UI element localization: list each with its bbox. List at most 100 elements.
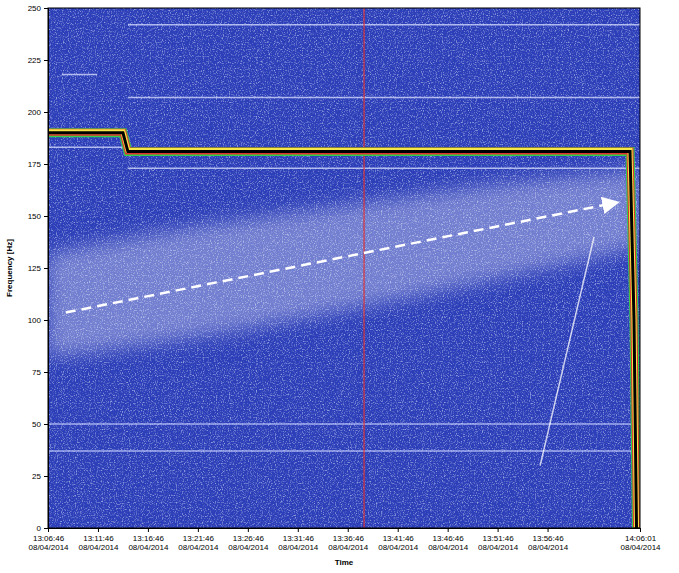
y-tick-label: 75	[32, 368, 41, 377]
x-tick-label-line: 13:06:46	[33, 534, 65, 543]
y-axis-line	[44, 9, 49, 529]
y-tick-label: 0	[37, 524, 42, 533]
x-tick-label-line: 14:06:01	[625, 534, 657, 543]
x-tick-mark	[48, 528, 49, 532]
chart: 025507510012515017520022525013:06:4608/0…	[0, 0, 679, 573]
frequency-line	[48, 423, 640, 425]
y-tick: 50	[32, 420, 48, 429]
x-tick-label-line: 08/04/2014	[228, 543, 269, 552]
x-tick-label-line: 13:31:46	[283, 534, 315, 543]
plot-area	[48, 8, 640, 528]
y-tick-mark	[44, 424, 48, 425]
y-tick-label: 200	[28, 108, 42, 117]
x-tick-label-line: 13:41:46	[383, 534, 415, 543]
y-tick-mark	[44, 112, 48, 113]
x-tick-label: 13:11:4608/04/2014	[78, 534, 119, 552]
frequency-line	[363, 8, 365, 528]
x-tick-label: 13:41:4608/04/2014	[378, 534, 419, 552]
x-tick: 13:41:4608/04/2014	[378, 528, 419, 552]
frequency-line	[62, 74, 97, 76]
y-tick-mark	[44, 216, 48, 217]
x-tick-label: 14:06:0108/04/2014	[620, 534, 661, 552]
x-tick-label-line: 13:36:46	[333, 534, 365, 543]
x-tick-label: 13:31:4608/04/2014	[278, 534, 319, 552]
x-tick-label: 13:46:4608/04/2014	[428, 534, 469, 552]
y-tick-mark	[44, 372, 48, 373]
frequency-line	[48, 147, 128, 149]
line-halo	[48, 133, 637, 528]
frequency-line	[128, 24, 640, 26]
x-tick-label: 13:16:4608/04/2014	[128, 534, 169, 552]
x-tick: 13:21:4608/04/2014	[178, 528, 219, 552]
y-tick-mark	[44, 8, 48, 9]
frequency-line	[128, 167, 640, 169]
x-axis-title: Time	[335, 558, 354, 567]
y-tick: 25	[32, 472, 48, 481]
x-tick-label-line: 08/04/2014	[278, 543, 319, 552]
x-tick-label-line: 13:26:46	[233, 534, 265, 543]
y-tick: 100	[28, 316, 48, 325]
y-tick-label: 150	[28, 212, 42, 221]
x-tick: 13:26:4608/04/2014	[228, 528, 269, 552]
plot-frame	[48, 8, 640, 528]
x-tick-label-line: 13:56:46	[533, 534, 565, 543]
x-tick-label: 13:06:4608/04/2014	[28, 534, 69, 552]
y-tick-mark	[44, 268, 48, 269]
x-tick-label-line: 08/04/2014	[128, 543, 169, 552]
y-tick-label: 175	[28, 160, 42, 169]
y-tick-mark	[44, 320, 48, 321]
x-tick-label-line: 08/04/2014	[178, 543, 219, 552]
x-tick-mark	[448, 528, 449, 532]
energy-band	[48, 170, 640, 357]
noise-texture	[48, 8, 640, 528]
plot-background	[48, 8, 640, 528]
x-tick-label-line: 13:46:46	[433, 534, 465, 543]
x-tick-mark	[640, 528, 641, 532]
x-tick-label-line: 08/04/2014	[478, 543, 519, 552]
x-tick-label: 13:21:4608/04/2014	[178, 534, 219, 552]
y-tick-mark	[44, 60, 48, 61]
y-tick: 75	[32, 368, 48, 377]
y-tick: 250	[28, 4, 48, 13]
frequency-line	[128, 97, 640, 99]
x-axis: 13:06:4608/04/201413:11:4608/04/201413:1…	[28, 528, 661, 552]
x-tick-label: 13:36:4608/04/2014	[328, 534, 369, 552]
x-tick-mark	[548, 528, 549, 532]
y-tick-label: 225	[28, 56, 42, 65]
x-tick-label-line: 08/04/2014	[528, 543, 569, 552]
x-tick: 13:16:4608/04/2014	[128, 528, 169, 552]
x-axis-line	[49, 529, 641, 533]
y-tick-label: 50	[32, 420, 41, 429]
x-tick-label-line: 08/04/2014	[28, 543, 69, 552]
x-tick-label: 13:51:4608/04/2014	[478, 534, 519, 552]
y-tick: 150	[28, 212, 48, 221]
x-tick-label-line: 08/04/2014	[428, 543, 469, 552]
x-tick-label-line: 08/04/2014	[620, 543, 661, 552]
x-tick-label-line: 13:11:46	[83, 534, 114, 543]
y-tick-label: 250	[28, 4, 42, 13]
frequency-line	[540, 237, 594, 466]
y-tick-label: 25	[32, 472, 41, 481]
y-tick-mark	[44, 528, 48, 529]
x-tick: 13:31:4608/04/2014	[278, 528, 319, 552]
x-tick: 13:36:4608/04/2014	[328, 528, 369, 552]
y-tick-mark	[44, 476, 48, 477]
x-tick-mark	[148, 528, 149, 532]
y-tick: 200	[28, 108, 48, 117]
x-tick: 13:46:4608/04/2014	[428, 528, 469, 552]
x-tick-mark	[298, 528, 299, 532]
x-tick-mark	[248, 528, 249, 532]
x-tick-mark	[498, 528, 499, 532]
y-tick: 0	[37, 524, 48, 533]
y-tick: 175	[28, 160, 48, 169]
x-tick-label-line: 13:21:46	[183, 534, 215, 543]
y-tick: 225	[28, 56, 48, 65]
x-tick-label-line: 13:51:46	[483, 534, 515, 543]
y-axis-title: Frequency [Hz]	[5, 239, 14, 297]
dominant-frequency-line	[48, 133, 637, 528]
x-tick-label: 13:56:4608/04/2014	[528, 534, 569, 552]
x-tick-mark	[398, 528, 399, 532]
x-tick: 13:11:4608/04/2014	[78, 528, 119, 552]
x-tick-mark	[98, 528, 99, 532]
x-tick: 13:56:4608/04/2014	[528, 528, 569, 552]
